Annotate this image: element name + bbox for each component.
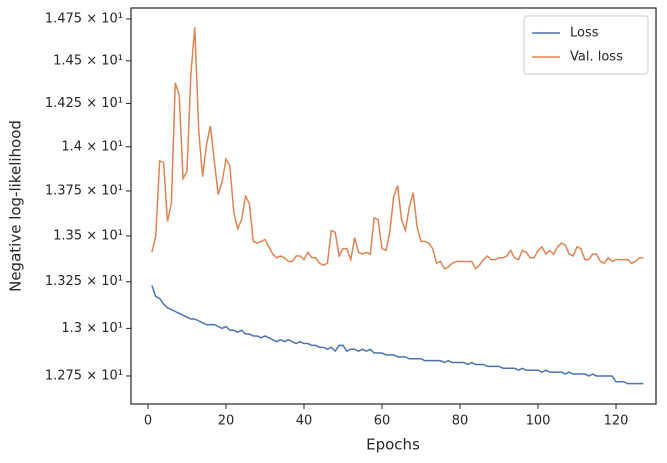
line [151,27,644,271]
legend-label: Loss [570,26,599,41]
x-axis-label: Epochs [366,436,420,454]
x-tick-label: 100 [526,414,551,429]
x-tick-label: 20 [218,414,235,429]
y-tick-label: 1.35 × 10¹ [53,228,123,243]
x-tick-label: 60 [374,414,391,429]
plot-frame [130,7,657,405]
line [151,285,644,385]
x-tick-label: 120 [604,414,629,429]
y-tick-label: 1.375 × 10¹ [45,183,123,198]
x-tick-label: 0 [144,414,152,429]
x-tick-label: 80 [452,414,469,429]
y-axis-label: Negative log-likelihood [7,120,25,292]
y-tick-label: 1.325 × 10¹ [45,274,123,289]
legend-box [523,15,649,75]
y-tick-label: 1.425 × 10¹ [45,96,123,111]
y-tick-label: 1.45 × 10¹ [53,53,123,68]
x-tick-label: 40 [296,414,313,429]
y-tick-label: 1.275 × 10¹ [45,368,123,383]
y-tick-label: 1.475 × 10¹ [45,11,123,26]
y-tick-label: 1.3 × 10¹ [61,321,123,336]
y-tick-label: 1.4 × 10¹ [61,139,123,154]
legend-label: Val. loss [570,50,623,65]
